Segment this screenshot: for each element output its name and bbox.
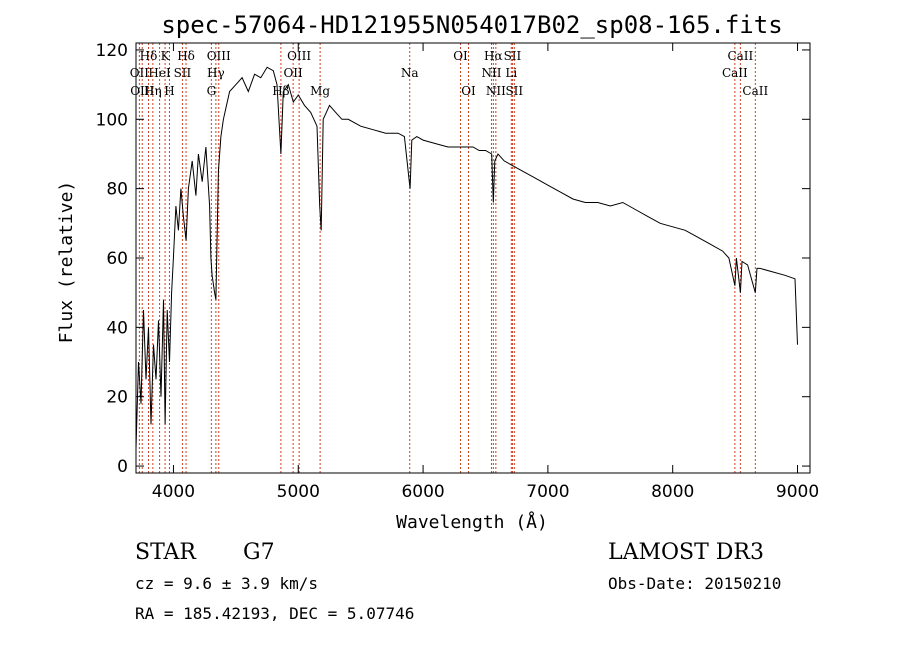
spectral-line-label: OI: [461, 84, 476, 98]
spectral-line-label: H: [164, 84, 174, 98]
y-tick-label: 60: [106, 249, 128, 269]
spectral-line-label: Hδ: [140, 49, 158, 63]
spectral-line-label: Hα: [484, 49, 503, 63]
spectral-line-label: OIII: [207, 49, 231, 63]
x-tick-label: 4000: [152, 482, 195, 502]
spectral-line-label: CaII: [727, 49, 753, 63]
chart-title: spec-57064-HD121955N054017B02_sp08-165.f…: [161, 11, 782, 39]
spectral-line-label: Na: [401, 66, 419, 80]
spectral-line-label: NII: [481, 66, 501, 80]
y-tick-label: 80: [106, 180, 128, 200]
y-axis: 0 20 40 60 80 100 120: [96, 41, 810, 477]
y-tick-label: 40: [106, 318, 128, 338]
x-tick-label: 5000: [277, 482, 320, 502]
survey-name: LAMOST DR3: [608, 540, 764, 565]
y-tick-label: 0: [117, 457, 128, 477]
y-tick-label: 20: [106, 388, 128, 408]
spectral-line-label: OII: [130, 66, 150, 80]
spectral-line-label: G: [207, 84, 217, 98]
plot-frame: [135, 42, 811, 474]
spectral-line-label: OI: [453, 49, 468, 63]
spectral-line-label: CaII: [742, 84, 768, 98]
spectral-line-label: Hβ: [272, 84, 289, 98]
spectral-line-label: NII: [486, 84, 506, 98]
spectral-line-label: Hγ: [207, 66, 225, 80]
spectral-line-label: Hδ: [177, 49, 195, 63]
spectral-line-label: K: [161, 49, 171, 63]
spectral-line-label: Mg: [310, 84, 330, 98]
observation-date: Obs-Date: 20150210: [608, 574, 782, 593]
spectral-line-label: Li: [505, 66, 517, 80]
object-type: STAR: [135, 540, 196, 565]
x-tick-label: 9000: [776, 482, 819, 502]
x-tick-label: 7000: [526, 482, 569, 502]
spectral-line-label: HeI: [148, 66, 171, 80]
spectral-line-label: SII: [174, 66, 192, 80]
spectral-line-label: CaII: [722, 66, 748, 80]
y-axis-label: Flux (relative): [56, 181, 77, 344]
x-axis: 4000 5000 6000 7000 8000 9000: [152, 43, 819, 502]
y-tick-label: 100: [96, 110, 128, 130]
spectral-line-label: SII: [505, 84, 523, 98]
spectrum-line: [135, 66, 798, 449]
x-axis-label: Wavelength (Å): [396, 511, 548, 533]
x-tick-label: 6000: [401, 482, 444, 502]
spectral-subclass: G7: [243, 540, 275, 565]
spectral-line-markers: [138, 43, 756, 473]
x-tick-label: 8000: [651, 482, 694, 502]
redshift-cz: cz = 9.6 ± 3.9 km/s: [135, 574, 319, 593]
y-tick-label: 120: [96, 41, 128, 61]
spectral-line-label: SII: [504, 49, 522, 63]
spectral-line-label: Hη: [144, 84, 162, 98]
spectral-line-label: OIII: [287, 49, 311, 63]
spectral-line-label: OII: [283, 66, 303, 80]
coordinates: RA = 185.42193, DEC = 5.07746: [135, 604, 415, 623]
